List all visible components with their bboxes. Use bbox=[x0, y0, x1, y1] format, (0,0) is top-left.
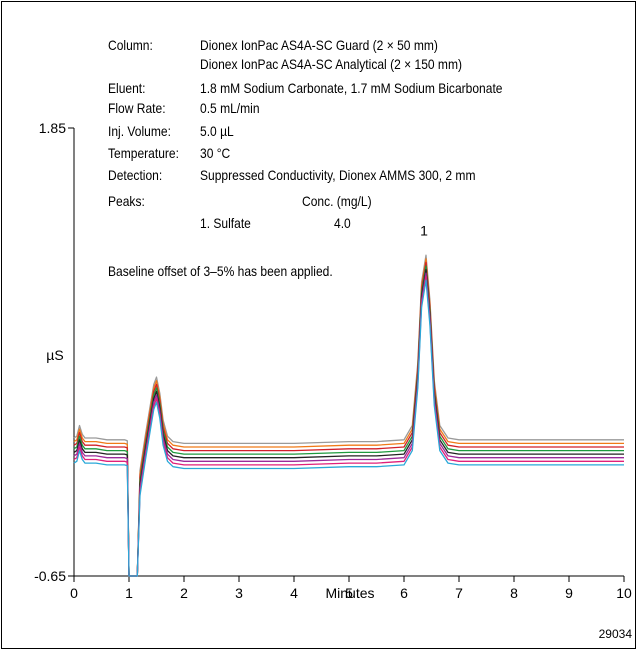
series-line-1 bbox=[73, 254, 624, 577]
series-line-4 bbox=[73, 265, 624, 577]
temperature-value: 30 °C bbox=[200, 145, 231, 161]
detection-value: Suppressed Conductivity, Dionex AMMS 300… bbox=[200, 167, 476, 183]
x-tick-label: 2 bbox=[180, 585, 188, 601]
series-line-7 bbox=[73, 276, 624, 577]
x-tick-label: 9 bbox=[565, 585, 573, 601]
x-tick-label: 1 bbox=[125, 585, 133, 601]
x-tick-label: 4 bbox=[290, 585, 298, 601]
conc-header: Conc. (mg/L) bbox=[302, 193, 372, 209]
x-tick-label: 8 bbox=[510, 585, 518, 601]
x-tick-label: 6 bbox=[400, 585, 408, 601]
x-tick-label: 3 bbox=[235, 585, 243, 601]
figure-id: 29034 bbox=[599, 627, 633, 641]
x-tick-label: 5 bbox=[345, 585, 353, 601]
column-value-2: Dionex IonPac AS4A-SC Analytical (2 × 15… bbox=[200, 56, 463, 72]
series-line-3 bbox=[73, 261, 624, 577]
baseline-note: Baseline offset of 3–5% has been applied… bbox=[108, 263, 333, 279]
y-tick-label: 1.85 bbox=[39, 120, 66, 136]
detection-label: Detection: bbox=[108, 167, 163, 183]
peak-1-conc: 4.0 bbox=[334, 215, 351, 231]
peaks-label: Peaks: bbox=[108, 193, 145, 209]
temperature-label: Temperature: bbox=[108, 145, 179, 161]
series-line-5 bbox=[73, 268, 624, 577]
x-tick-label: 7 bbox=[455, 585, 463, 601]
flow-rate-label: Flow Rate: bbox=[108, 100, 166, 116]
inj-volume-label: Inj. Volume: bbox=[108, 123, 171, 139]
x-tick-label: 10 bbox=[616, 585, 632, 601]
eluent-label: Eluent: bbox=[108, 80, 146, 96]
peak-1-name: 1. Sulfate bbox=[200, 215, 251, 231]
x-tick-label: 0 bbox=[70, 585, 78, 601]
flow-rate-value: 0.5 mL/min bbox=[200, 100, 260, 116]
y-tick-label: -0.65 bbox=[34, 568, 66, 584]
axes: 0 1 2 3 4 5 6 7 8 9 10 -0.65 1.85 bbox=[34, 120, 632, 601]
series-line-6 bbox=[73, 272, 624, 577]
eluent-value: 1.8 mM Sodium Carbonate, 1.7 mM Sodium B… bbox=[200, 80, 503, 96]
column-value-1: Dionex IonPac AS4A-SC Guard (2 × 50 mm) bbox=[200, 37, 438, 53]
peak-label-1: 1 bbox=[420, 223, 428, 239]
x-axis-title: Minutes bbox=[325, 585, 374, 601]
series-line-8 bbox=[73, 279, 624, 577]
series-group bbox=[73, 254, 624, 577]
series-line-2 bbox=[73, 258, 624, 577]
y-axis-title: µS bbox=[46, 347, 63, 363]
column-label: Column: bbox=[108, 37, 153, 53]
inj-volume-value: 5.0 µL bbox=[200, 123, 234, 139]
